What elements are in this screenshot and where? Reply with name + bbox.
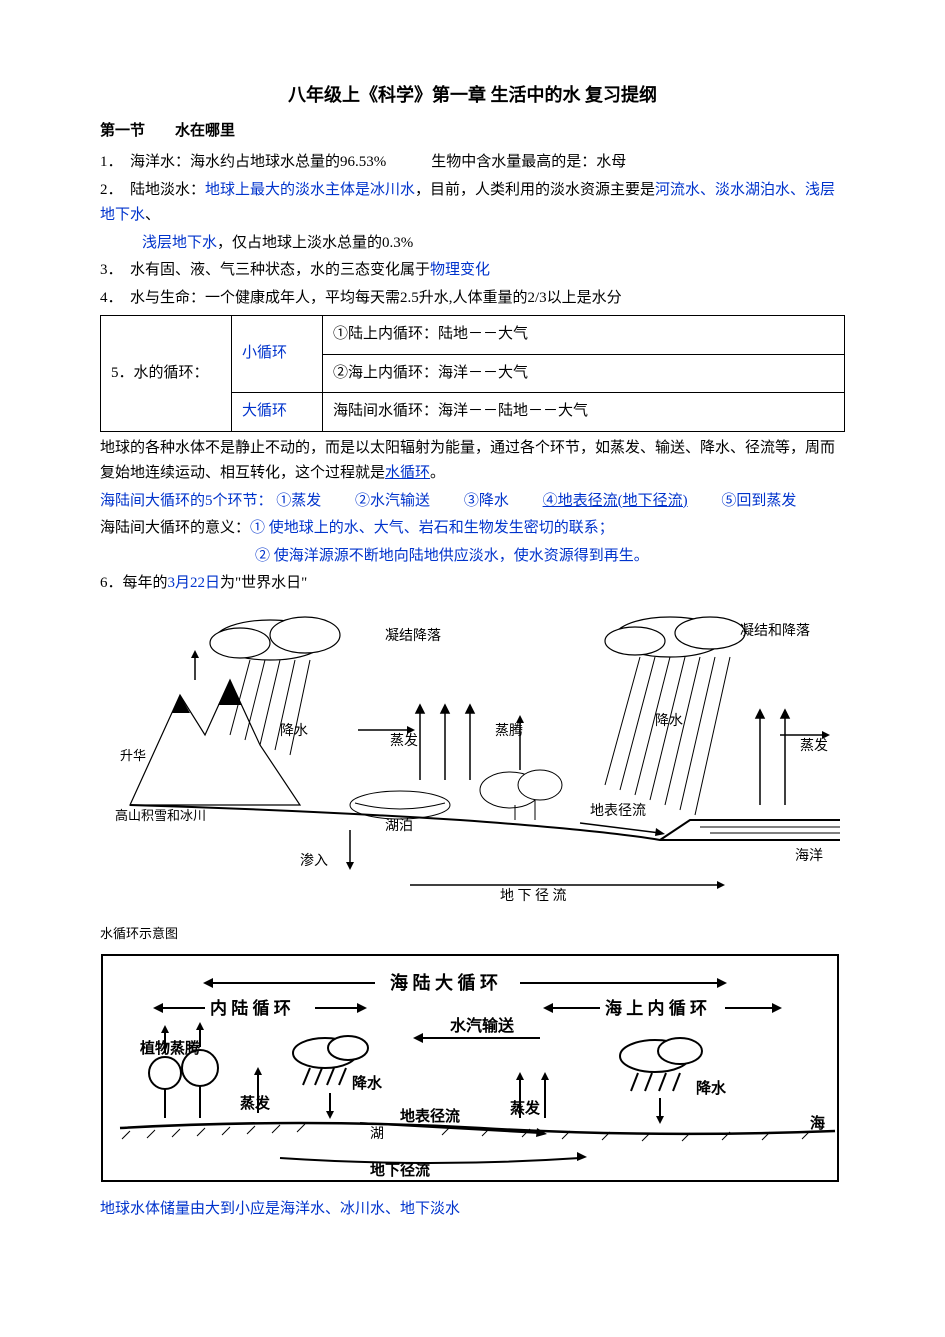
step-5: ⑤回到蒸发 [721,493,796,509]
cycle-row-2: ②海上内循环：海洋－－大气 [323,354,845,393]
point-1: 1． 海洋水：海水约占地球水总量的96.53% 生物中含水量最高的是：水母 [100,150,845,176]
label-evap-2: 蒸发 [800,738,828,754]
cycle-exp-term: 水循环 [385,465,430,481]
p2-cont-blue: 浅层地下水 [142,235,217,251]
label-sea-inner: 海 上 内 循 环 [605,998,707,1018]
cycle-exp-dot: 。 [430,465,445,481]
diagram-simple-cycle: 海 陆 大 循 环 内 陆 循 环 海 上 内 循 环 水汽输送 植物蒸腾 降水… [100,953,845,1183]
label-surface-d2: 地表径流 [400,1107,460,1125]
point-2-cont: 浅层地下水，仅占地球上淡水总量的0.3% [100,231,845,257]
label-evap-1: 蒸发 [390,733,418,749]
step-2: ②水汽输送 [355,493,430,509]
step-1: ①蒸发 [276,493,321,509]
cycle-explain: 地球的各种水体不是静止不动的，而是以太阳辐射为能量，通过各个环节，如蒸发、输送、… [100,436,845,487]
label-surface: 地表径流 [590,803,646,819]
label-cond-right: 凝结和降落 [740,623,810,639]
cycle-table: 5．水的循环： 小循环 ①陆上内循环：陆地－－大气 ②海上内循环：海洋－－大气 … [100,315,845,432]
cycle-label: 5．水的循环： [101,316,232,432]
point-6: 6．每年的3月22日为"世界水日" [100,571,845,597]
point-2: 2． 陆地淡水：地球上最大的淡水主体是冰川水，目前，人类利用的淡水资源主要是河流… [100,178,845,229]
cycle-exp-text: 地球的各种水体不是静止不动的，而是以太阳辐射为能量，通过各个环节，如蒸发、输送、… [100,440,835,482]
five-steps: 海陆间大循环的5个环节： ①蒸发 ②水汽输送 ③降水 ④地表径流(地下径流) ⑤… [100,489,845,515]
bottom-summary: 地球水体储量由大到小应是海洋水、冰川水、地下淡水 [100,1197,845,1223]
label-precip-d2-r: 降水 [696,1079,727,1097]
label-lake-d2: 湖 [370,1126,384,1142]
point-3: 3． 水有固、液、气三种状态，水的三态变化属于物理变化 [100,258,845,284]
label-ice: 高山积雪和冰川 [115,808,206,823]
sig-label: 海陆间大循环的意义： [100,520,250,536]
sig-1: ① 使地球上的水、大气、岩石和生物发生密切的联系； [250,520,614,536]
p2-key1: 地球上最大的淡水主体是冰川水 [205,182,415,198]
p2-suffix: ，仅占地球上淡水总量的0.3% [217,235,413,251]
label-precip-left: 降水 [280,723,308,739]
label-cond-left: 凝结降落 [385,628,441,644]
step-4: ④地表径流(地下径流) [543,493,688,509]
section-heading: 第一节 水在哪里 [100,119,845,145]
p3-key: 物理变化 [430,262,490,278]
label-big-cycle: 海 陆 大 循 环 [390,972,498,993]
label-precip-right: 降水 [655,713,683,729]
p6-date: 3月22日 [168,575,221,591]
label-trans: 蒸腾 [495,722,523,739]
significance: 海陆间大循环的意义：① 使地球上的水、大气、岩石和生物发生密切的联系； [100,516,845,542]
small-cycle-label: 小循环 [232,316,323,393]
significance-2: ② 使海洋源源不断地向陆地供应淡水，使水资源得到再生。 [100,544,845,570]
p6-suffix: 为"世界水日" [220,575,307,591]
label-plant-trans: 植物蒸腾 [140,1039,201,1057]
water-cycle-svg: 凝结降落 凝结和降落 升华 高山积雪和冰川 降水 蒸发 湖泊 蒸腾 [100,605,840,915]
big-cycle-label: 大循环 [232,393,323,432]
cycle-row-3: 海陆间水循环：海洋－－陆地－－大气 [323,393,845,432]
label-under-d2: 地下径流 [370,1161,430,1179]
label-evap-d2-r: 蒸发 [510,1099,541,1117]
label-evap-d2-l: 蒸发 [240,1094,271,1112]
p3-prefix: 3． 水有固、液、气三种状态，水的三态变化属于 [100,262,430,278]
p6-prefix: 6．每年的 [100,575,168,591]
p2-prefix: 2． 陆地淡水： [100,182,205,198]
label-sea: 海 [810,1114,825,1132]
label-infil: 渗入 [300,853,328,869]
simple-cycle-svg: 海 陆 大 循 环 内 陆 循 环 海 上 内 循 环 水汽输送 植物蒸腾 降水… [100,953,840,1183]
label-vapor: 水汽输送 [450,1016,515,1035]
page-title: 八年级上《科学》第一章 生活中的水 复习提纲 [100,80,845,111]
step-3: ③降水 [464,493,509,509]
diagram-caption: 水循环示意图 [100,923,845,945]
label-ocean: 海洋 [795,848,823,864]
steps-label: 海陆间大循环的5个环节： [100,493,273,509]
label-subl: 升华 [120,748,146,763]
label-inland: 内 陆 循 环 [210,998,291,1018]
p2-mid: ，目前，人类利用的淡水资源主要是 [415,182,655,198]
label-precip-d2-l: 降水 [352,1074,383,1092]
cycle-row-1: ①陆上内循环：陆地－－大气 [323,316,845,355]
diagram-water-cycle: 凝结降落 凝结和降落 升华 高山积雪和冰川 降水 蒸发 湖泊 蒸腾 [100,605,845,915]
point-4: 4． 水与生命：一个健康成年人，平均每天需2.5升水,人体重量的2/3以上是水分 [100,286,845,312]
p2-end: 、 [145,207,160,223]
label-under: 地 下 径 流 [500,888,567,904]
label-lake: 湖泊 [385,818,413,834]
